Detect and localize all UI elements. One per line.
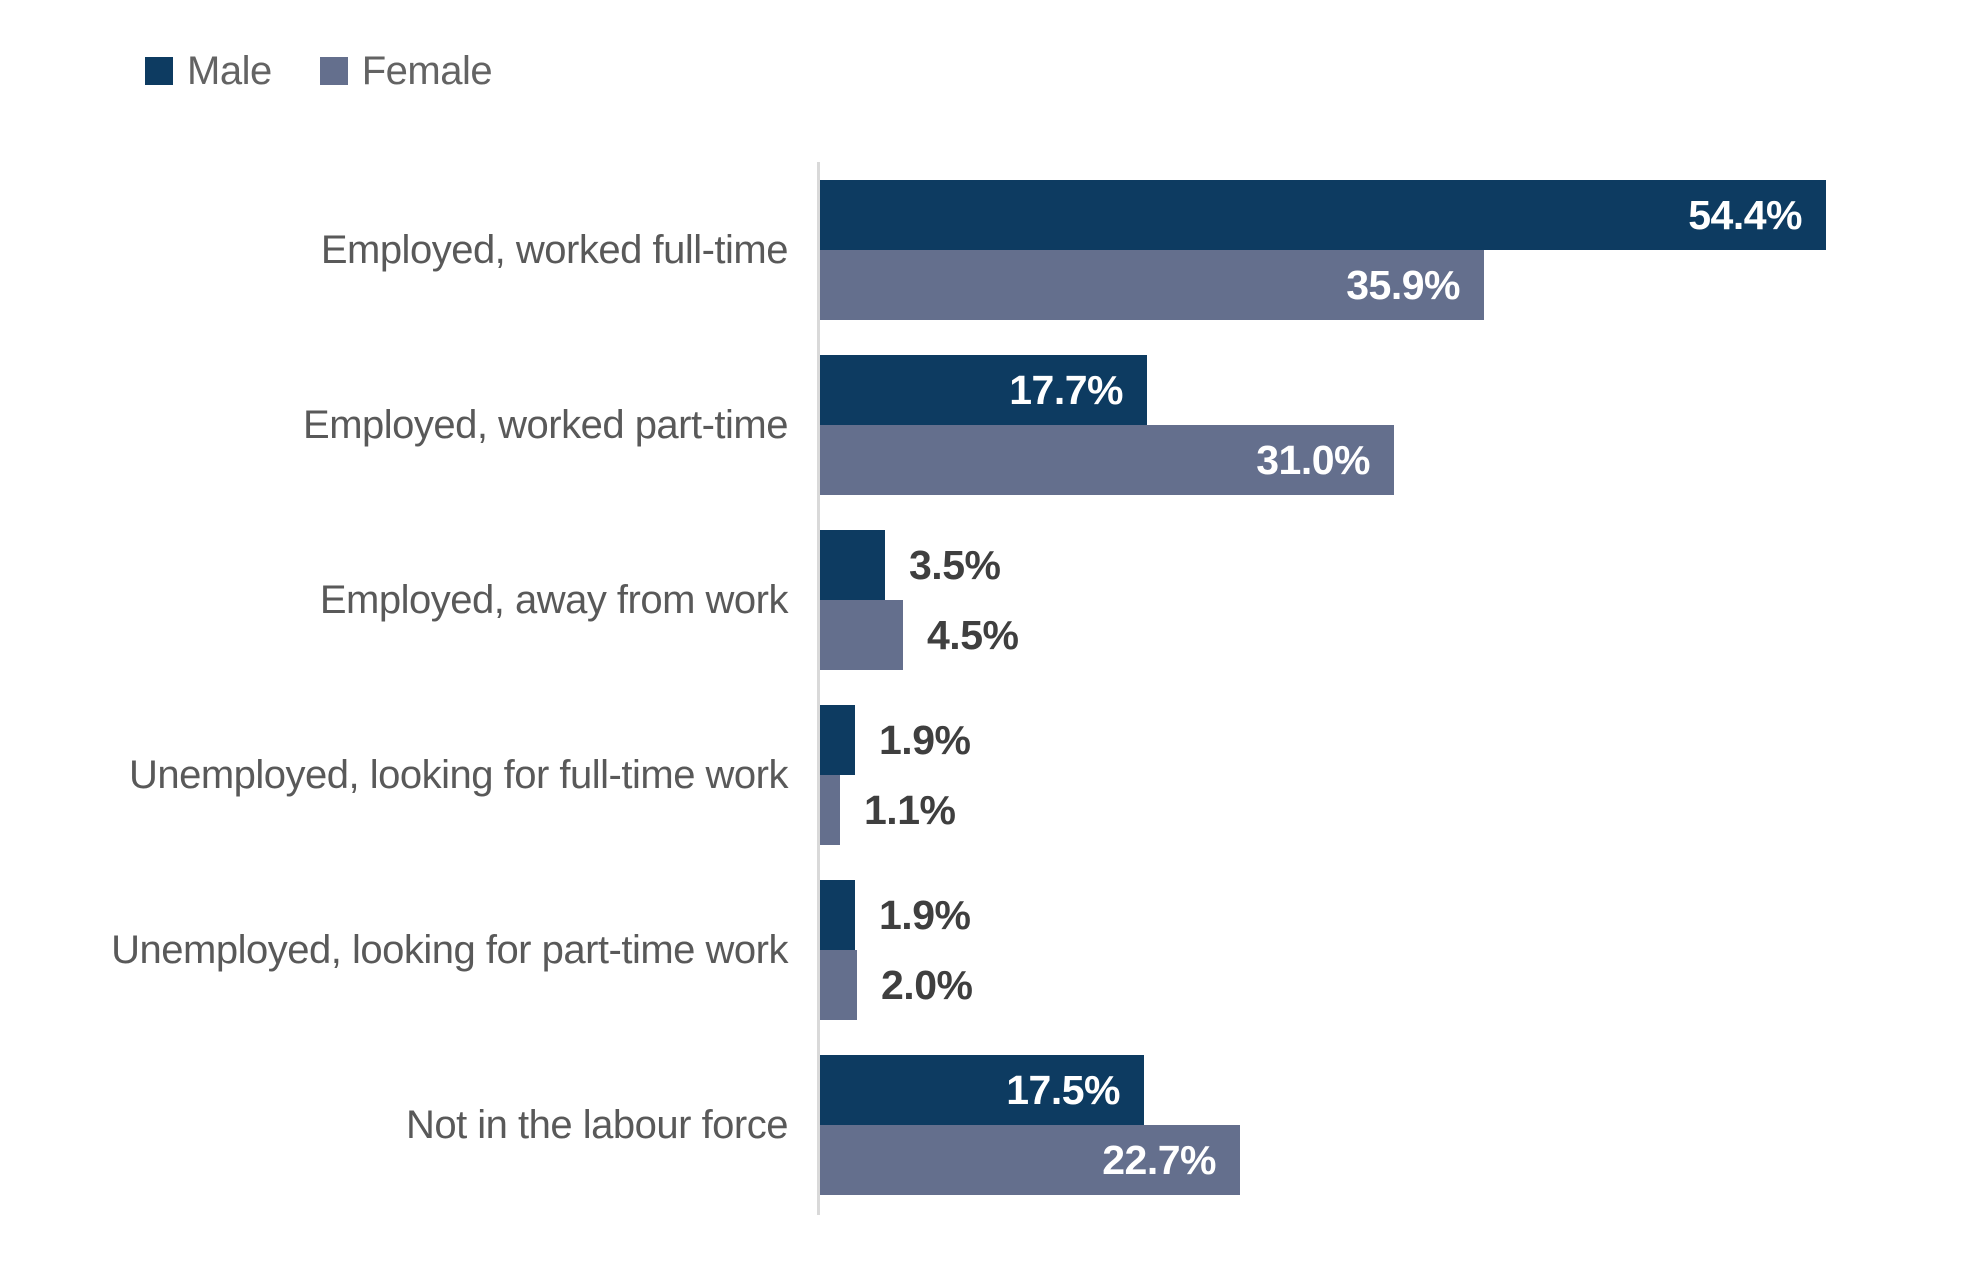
bar-male <box>820 530 885 600</box>
legend-item-male: Male <box>145 51 272 91</box>
value-label-female: 4.5% <box>927 611 1019 658</box>
legend: Male Female <box>145 40 493 102</box>
category-label: Employed, worked full-time <box>320 227 789 272</box>
bar-female <box>820 600 903 670</box>
legend-label-female: Female <box>361 49 493 93</box>
bar-female <box>820 775 840 845</box>
bar-male <box>820 1055 1144 1125</box>
value-label-male: 17.5% <box>1006 1066 1120 1113</box>
category-label: Unemployed, looking for part-time work <box>111 927 788 972</box>
female-swatch-icon <box>319 57 348 85</box>
value-label-male: 54.4% <box>1688 191 1802 238</box>
bar-female <box>820 1125 1240 1195</box>
bar-male <box>820 705 855 775</box>
value-label-male: 1.9% <box>879 716 971 763</box>
legend-item-female: Female <box>319 49 493 93</box>
value-label-male: 17.7% <box>1009 366 1123 413</box>
category-label: Not in the labour force <box>405 1102 789 1147</box>
value-label-female: 22.7% <box>1102 1136 1216 1183</box>
category-label: Unemployed, looking for full-time work <box>128 752 789 797</box>
bar-male <box>820 355 1147 425</box>
bar-female <box>820 425 1394 495</box>
value-label-female: 35.9% <box>1346 261 1460 308</box>
bar-male <box>820 880 855 950</box>
bar-female <box>820 950 857 1020</box>
category-label: Employed, away from work <box>319 577 789 622</box>
y-axis-line <box>817 162 820 1215</box>
value-label-female: 31.0% <box>1256 436 1370 483</box>
bar-female <box>820 250 1484 320</box>
value-label-male: 1.9% <box>879 891 971 938</box>
legend-label-male: Male <box>187 49 272 93</box>
value-label-female: 1.1% <box>864 786 956 833</box>
bar-male <box>820 180 1826 250</box>
male-swatch-icon <box>145 57 173 85</box>
value-label-female: 2.0% <box>881 961 973 1008</box>
category-label: Employed, worked part-time <box>303 402 788 447</box>
value-label-male: 3.5% <box>909 541 1001 588</box>
